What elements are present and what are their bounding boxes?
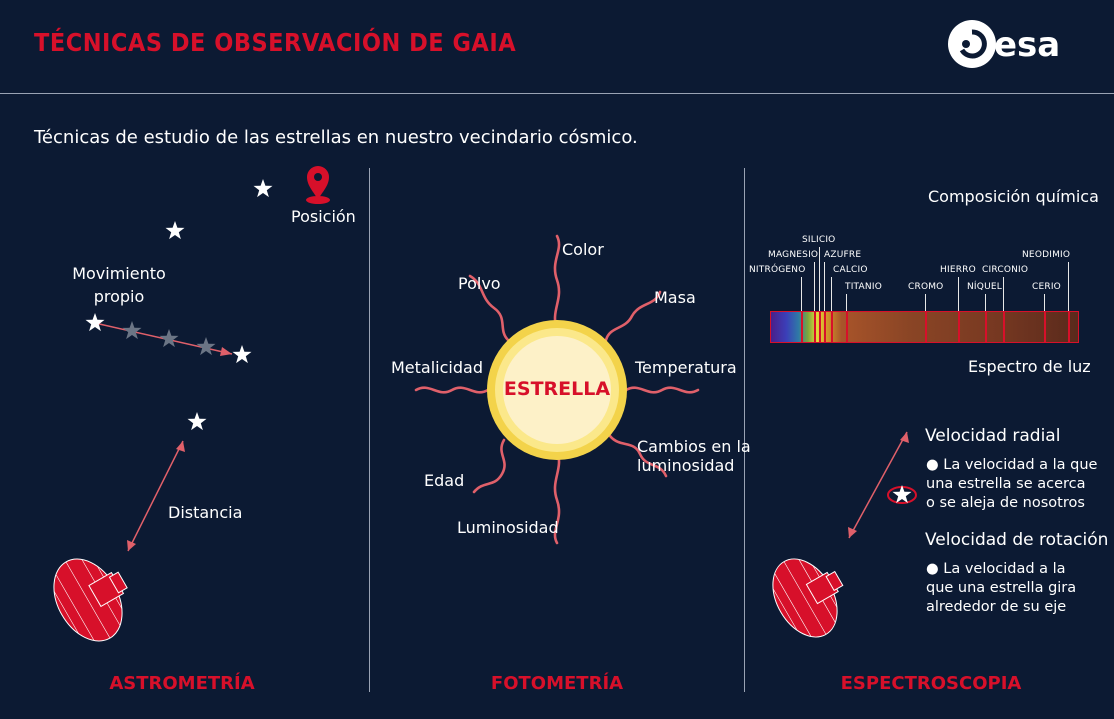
spectrum-label: Espectro de luz xyxy=(968,357,1091,376)
distance-arrow xyxy=(127,440,184,552)
tick-calcio xyxy=(831,277,832,311)
element-nitrogeno: NITRÓGENO xyxy=(749,265,806,275)
star-icon xyxy=(253,179,273,198)
section-photometry: FOTOMETRÍA xyxy=(490,673,624,694)
distance-label: Distancia xyxy=(168,503,243,522)
absorption-line xyxy=(824,312,826,342)
radial-velocity-desc-line2: una estrella se acerca xyxy=(926,476,1086,492)
star-label: ESTRELLA xyxy=(503,378,611,400)
rotating-star-icon xyxy=(887,485,917,504)
absorption-line xyxy=(958,312,960,342)
absorption-line xyxy=(985,312,987,342)
absorption-line xyxy=(814,312,816,342)
absorption-line xyxy=(831,312,833,342)
absorption-line xyxy=(846,312,848,342)
absorption-line xyxy=(801,312,803,342)
property-cambios-line2: luminosidad xyxy=(637,456,735,475)
element-calcio: CALCIO xyxy=(833,265,868,275)
esa-logo-text: esa xyxy=(994,25,1060,65)
element-cerio: CERIO xyxy=(1032,282,1061,292)
tick-neodimio xyxy=(1068,262,1069,311)
element-azufre: AZUFRE xyxy=(824,250,862,260)
absorption-line xyxy=(1044,312,1046,342)
tick-magnesio xyxy=(814,262,815,311)
proper-motion-label-line2: propio xyxy=(93,287,145,306)
absorption-line xyxy=(1003,312,1005,342)
wave-edad xyxy=(472,438,506,494)
radial-velocity-arrow xyxy=(848,431,908,539)
rotation-velocity-title: Velocidad de rotación xyxy=(925,530,1109,550)
element-silicio: SILICIO xyxy=(802,235,836,245)
element-cromo: CROMO xyxy=(908,282,944,292)
rotation-velocity-desc-line2: que una estrella gira xyxy=(926,580,1077,596)
absorption-line xyxy=(1068,312,1070,342)
header-divider xyxy=(0,93,1114,94)
tick-niquel xyxy=(985,294,986,311)
star-icon xyxy=(122,321,142,340)
property-cambios-line1: Cambios en la xyxy=(637,437,751,456)
tick-nitrogeno xyxy=(801,277,802,311)
composition-label: Composición química xyxy=(928,187,1099,206)
property-masa: Masa xyxy=(654,288,696,307)
wave-masa xyxy=(604,290,662,342)
tick-azufre xyxy=(824,262,825,311)
spectroscopy-diagram xyxy=(772,431,917,638)
star-core xyxy=(503,336,611,444)
esa-logo: esa xyxy=(948,20,1060,68)
star-icon xyxy=(165,221,185,240)
wave-color xyxy=(553,234,561,332)
element-hierro: HIERRO xyxy=(940,265,976,275)
astrometry-diagram xyxy=(53,166,330,642)
property-metalicidad: Metalicidad xyxy=(391,358,483,377)
property-temperatura: Temperatura xyxy=(635,358,737,377)
tick-hierro xyxy=(958,277,959,311)
element-niquel: NÍQUEL xyxy=(967,282,1002,292)
proper-motion-label-line1: Movimiento xyxy=(72,264,166,283)
photometry-diagram xyxy=(414,234,700,545)
property-luminosidad: Luminosidad xyxy=(457,518,559,537)
gaia-satellite-icon xyxy=(53,558,128,642)
tick-cromo xyxy=(925,294,926,311)
subtitle: Técnicas de estudio de las estrellas en … xyxy=(34,127,638,148)
column-divider-right xyxy=(744,168,745,692)
radial-velocity-title: Velocidad radial xyxy=(925,426,1061,446)
star-icon xyxy=(159,329,179,348)
light-spectrum-bar xyxy=(770,311,1079,343)
element-neodimio: NEODIMIO xyxy=(1022,250,1071,260)
position-label: Posición xyxy=(291,207,356,226)
element-circonio: CIRCONIO xyxy=(982,265,1029,275)
radial-velocity-desc-line3: o se aleja de nosotros xyxy=(926,495,1085,511)
column-divider-left xyxy=(369,168,370,692)
star-icon xyxy=(187,412,207,431)
section-spectroscopy: ESPECTROSCOPIA xyxy=(840,673,1022,694)
wave-cambios xyxy=(608,434,668,478)
tick-circonio xyxy=(1003,277,1004,311)
rotation-velocity-desc-line3: alrededor de su eje xyxy=(926,599,1067,615)
page-title: TÉCNICAS DE OBSERVACIÓN DE GAIA xyxy=(34,28,517,57)
section-astrometry: ASTROMETRÍA xyxy=(109,673,255,694)
wave-metalicidad xyxy=(414,386,490,394)
wave-luminosidad xyxy=(553,448,561,545)
property-color: Color xyxy=(562,240,604,259)
property-polvo: Polvo xyxy=(458,274,501,293)
star-icon xyxy=(85,313,105,332)
tick-cerio xyxy=(1044,294,1045,311)
star-icon xyxy=(196,337,216,356)
radial-velocity-desc-line1: ● La velocidad a la que xyxy=(926,457,1098,473)
absorption-line xyxy=(819,312,821,342)
property-edad: Edad xyxy=(424,471,465,490)
location-pin-icon xyxy=(306,166,330,204)
element-titanio: TITANIO xyxy=(845,282,882,292)
wave-temperatura xyxy=(624,386,700,394)
tick-silicio xyxy=(819,247,820,311)
tick-titanio xyxy=(846,294,847,311)
rotation-velocity-desc-line1: ● La velocidad a la xyxy=(926,561,1066,577)
star-icon xyxy=(232,345,252,364)
element-magnesio: MAGNESIO xyxy=(768,250,819,260)
gaia-satellite-icon xyxy=(772,558,844,638)
absorption-line xyxy=(925,312,927,342)
wave-polvo xyxy=(468,274,510,342)
